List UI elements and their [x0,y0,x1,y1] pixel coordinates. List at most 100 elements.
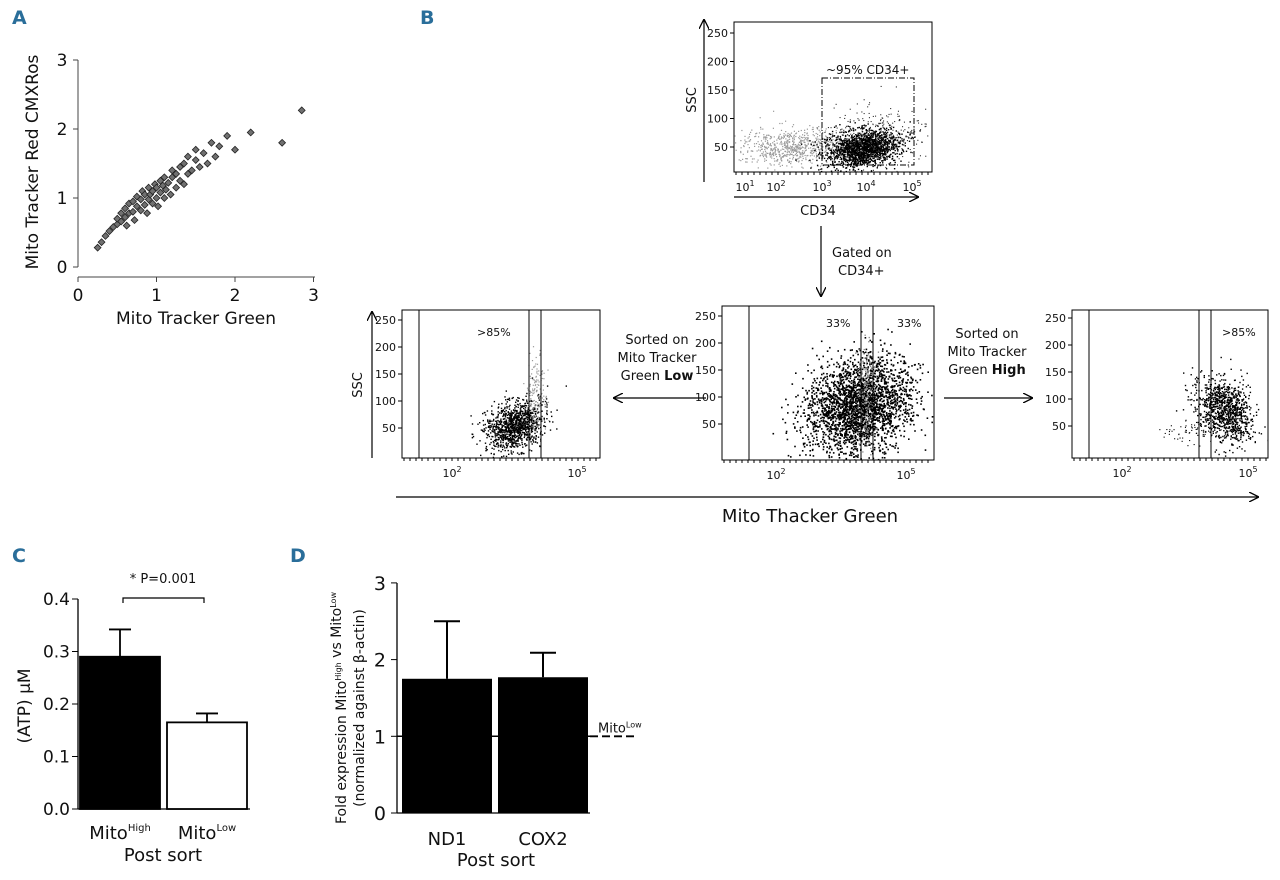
panel-b-top-event [815,149,817,151]
panel-b-top-event [819,141,821,143]
panel-b-top-event [903,140,905,142]
panel-b-top-event [778,152,780,154]
panel-b-left-event [523,432,525,434]
panel-b-left-event [534,432,536,435]
panel-b-top-event [778,135,780,137]
panel-b-left-event [516,425,518,427]
panel-b-middle-event [926,417,929,419]
panel-b-top-event [874,131,876,133]
panel-b-middle-event [858,433,861,435]
panel-b-top-event [773,143,775,145]
panel-b-top-event [828,144,830,146]
panel-b-middle-event [908,408,911,411]
panel-b-top-event [901,138,903,140]
panel-b-left-event [494,431,496,433]
panel-b-top-event [839,163,841,165]
panel-b-top-event [849,159,851,161]
panel-b-top-event [869,154,871,156]
panel-a-point [132,202,141,211]
panel-b-middle-event [796,421,799,423]
panel-b-top-event [747,137,749,139]
panel-b-top-event [850,153,853,155]
panel-b-left-event [521,416,524,418]
panel-b-left-event [541,370,544,372]
panel-b-middle-event [873,333,875,335]
panel-b-middle-event [845,412,847,415]
panel-a-point [140,190,149,199]
panel-b-middle-event [861,409,864,411]
panel-b-top-event [848,138,850,141]
panel-b-top-event [912,137,914,140]
panel-b-left-event [487,421,489,423]
panel-b-top-event [844,146,847,148]
panel-b-top-event [812,126,814,128]
panel-b-top-event [894,149,896,152]
panel-a-point [152,194,161,202]
panel-b-top-event [832,163,834,165]
panel-b-top-event [845,140,847,142]
panel-b-left-event [489,428,491,430]
panel-b-top-event [758,149,760,151]
panel-b-left-event [519,418,522,420]
panel-b-top-event [830,170,833,172]
panel-b-left-event [547,401,550,403]
panel-b-left-y-tick-label: 250 [375,314,396,327]
panel-b-left-event [505,438,508,440]
panel-b-left-event [486,434,489,437]
panel-b-top-event [887,150,889,153]
panel-b-top-event [878,156,880,158]
panel-b-top-event [854,155,856,157]
panel-b-top-event [857,143,859,145]
panel-b-top-event [845,146,848,148]
panel-b-middle-event [845,392,847,394]
panel-b-top-event [856,159,859,162]
panel-b-middle-event [846,414,849,417]
panel-b-top-event [856,147,858,149]
panel-b-top-event [843,159,846,161]
panel-b-top-event [842,144,844,146]
panel-b-left-event [525,430,527,432]
panel-b-left-event [526,392,528,395]
panel-b-middle-event [838,403,840,405]
panel-b-top-event [873,142,876,145]
panel-b-left-event [512,443,514,445]
panel-b-left-event [537,395,539,397]
panel-b-middle-event [842,416,845,419]
panel-b-top-event [893,145,895,147]
panel-b-top-event [825,151,827,153]
panel-b-left-event [536,419,538,421]
panel-b-left-event [506,398,509,401]
panel-b-top-event [888,163,890,165]
panel-b-left-event [524,419,526,422]
panel-b-middle-event [873,361,876,364]
panel-b-left-event [503,429,505,431]
panel-b-top-event [853,120,855,122]
panel-b-top-event [808,160,810,162]
panel-b-top-event [776,139,778,141]
panel-b-top-event [814,141,816,143]
panel-b-top-event [827,127,829,129]
panel-b-middle-event [803,409,805,411]
panel-b-left-event [529,439,531,441]
panel-b-left-event [513,440,515,442]
panel-b-left-event [498,449,500,452]
panel-b-left-event [485,427,487,429]
panel-b-left-event [508,424,510,426]
panel-b-left-event [487,426,490,428]
panel-b-left-event [532,421,534,423]
panel-b-top-event [880,156,882,158]
panel-b-top-event [827,145,829,147]
panel-b-top-event [887,141,889,143]
panel-b-left-event [530,424,533,426]
panel-b-top-event [834,139,837,142]
panel-b-left-event [491,447,493,449]
panel-b-top-event [816,164,819,167]
panel-b-left-event [500,410,503,413]
panel-b-top-event [879,157,881,159]
panel-b-top-event [874,133,877,135]
panel-b-top-event [763,134,765,136]
panel-b-left-event [523,407,525,410]
panel-b-left-event [492,456,495,458]
panel-b-middle-event [899,429,901,432]
panel-b-middle-event [826,360,829,363]
